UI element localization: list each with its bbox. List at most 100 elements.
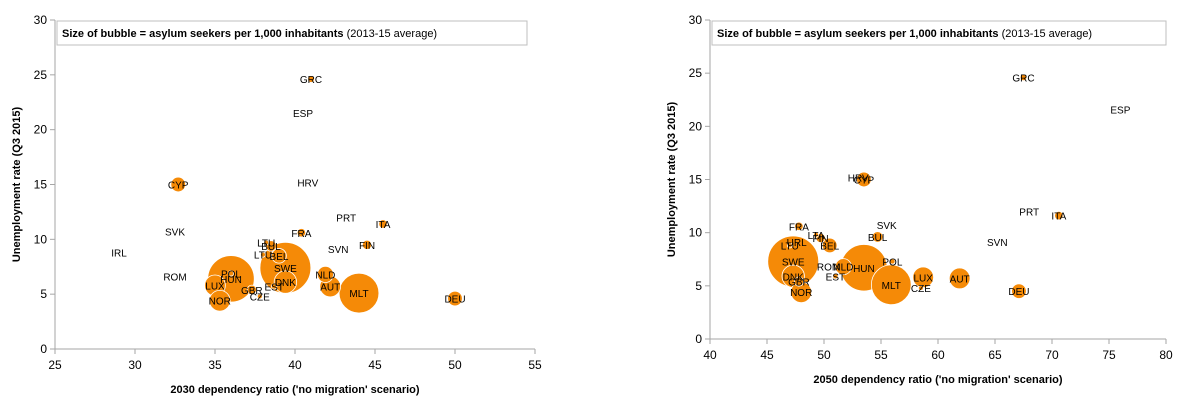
- point-label-hun: HUN: [853, 264, 875, 275]
- y-axis-title: Unemployment rate (Q3 2015): [11, 107, 23, 263]
- y-tick-label: 0: [695, 332, 702, 346]
- bubble-gbr: [246, 284, 257, 295]
- y-tick-label: 25: [34, 68, 48, 82]
- x-tick-label: 60: [931, 348, 945, 362]
- point-label-svk: SVK: [877, 221, 897, 232]
- point-label-est: EST: [826, 272, 845, 283]
- x-tick-label: 55: [528, 358, 542, 372]
- x-tick-label: 30: [128, 358, 142, 372]
- x-tick-label: 65: [988, 348, 1002, 362]
- x-tick-label: 50: [817, 348, 831, 362]
- point-label-gbr: GBR: [788, 278, 810, 289]
- bubble-lta: [813, 231, 819, 238]
- y-tick-label: 10: [34, 232, 48, 246]
- point-label-fra: FRA: [291, 229, 311, 240]
- bubble-gbr: [793, 276, 804, 287]
- legend-note: Size of bubble = asylum seekers per 1,00…: [717, 28, 1092, 40]
- point-label-nor: NOR: [790, 288, 812, 299]
- point-label-url: URL: [787, 238, 807, 249]
- bubble-bul: [871, 231, 884, 243]
- point-label-nld: NLD: [315, 270, 335, 281]
- bubble-est: [271, 283, 278, 290]
- bubble-fra: [296, 228, 307, 238]
- point-label-prt: PRT: [336, 213, 356, 224]
- point-label-mlt: MLT: [349, 289, 368, 300]
- point-label-rom: ROM: [163, 273, 186, 284]
- point-label-prt: PRT: [1019, 207, 1039, 218]
- point-label-nld: NLD: [833, 263, 853, 274]
- point-label-est: EST: [264, 282, 283, 293]
- legend-note-bold: Size of bubble = asylum seekers per 1,00…: [717, 28, 1002, 40]
- bubble-cze: [256, 293, 263, 300]
- bubble-dnk: [273, 270, 298, 294]
- y-tick-label: 30: [689, 13, 703, 27]
- point-label-bul: BUL: [868, 233, 888, 244]
- point-label-esp: ESP: [1110, 105, 1130, 116]
- x-tick-label: 50: [448, 358, 462, 372]
- point-label-lux: LUX: [205, 281, 225, 292]
- x-tick-label: 55: [874, 348, 888, 362]
- point-label-irl: IRL: [111, 248, 127, 259]
- bubble-bel: [821, 237, 838, 254]
- x-axis-title: 2050 dependency ratio ('no migration' sc…: [813, 374, 1062, 386]
- bubble-mlt: [870, 264, 912, 306]
- legend-note-period: (2013-15 average): [347, 28, 438, 40]
- point-label-lux: LUX: [913, 273, 933, 284]
- bubble-cyp: [856, 171, 872, 188]
- point-label-hun: HUN: [220, 275, 242, 286]
- legend-note-box: [711, 20, 1167, 46]
- point-label-mlt: MLT: [882, 281, 901, 292]
- bubble-nld: [316, 265, 334, 283]
- point-label-dnk: DNK: [783, 272, 804, 283]
- point-label-dnk: DNK: [275, 278, 296, 289]
- bubble-cze: [917, 285, 924, 291]
- point-label-pol: POL: [221, 269, 241, 280]
- bubble-grc: [307, 75, 315, 83]
- x-axis-title: 2030 dependency ratio ('no migration' sc…: [170, 384, 419, 396]
- point-label-bul: BUL: [261, 242, 281, 253]
- scatter-chart-2050: 0 5 10 15 20 25 30 40 45 50 55 60 65 70 75 80 2050 depen…: [666, 13, 1173, 386]
- point-label-fra: FRA: [789, 222, 809, 233]
- legend-note-bold: Size of bubble = asylum seekers per 1,00…: [62, 28, 347, 40]
- point-label-bel: BEL: [820, 241, 839, 252]
- point-label-cze: CZE: [250, 292, 270, 303]
- point-label-svn: SVN: [987, 238, 1008, 249]
- x-tick-label: 40: [288, 358, 302, 372]
- point-label-ltu: LTU: [257, 239, 275, 250]
- y-tick-label: 30: [34, 13, 48, 27]
- point-label-ita: ITA: [1051, 212, 1066, 223]
- point-label-hrv: HRV: [848, 173, 869, 184]
- legend-note-period: (2013-15 average): [1002, 28, 1093, 40]
- point-label-fin: FIN: [813, 234, 829, 245]
- y-axis-title: Unemployment rate (Q3 2015): [666, 102, 678, 258]
- bubble-ita: [1054, 211, 1064, 221]
- x-tick-label: 45: [760, 348, 774, 362]
- bubble-deu: [1011, 283, 1027, 299]
- x-tick-label: 45: [368, 358, 382, 372]
- point-label-ltu: LTU: [254, 251, 272, 262]
- bubble-deu: [447, 290, 463, 307]
- bubble-ltu: [263, 239, 270, 246]
- y-tick-label: 0: [40, 342, 47, 356]
- point-label-deu: DEU: [444, 295, 465, 306]
- x-tick-label: 40: [703, 348, 717, 362]
- point-label-grc: GRC: [1012, 73, 1034, 84]
- bubble-pol: [227, 270, 235, 277]
- bubble-nld: [834, 258, 852, 276]
- bubble-grc: [1019, 73, 1028, 82]
- x-tick-label: 80: [1159, 348, 1173, 362]
- point-label-rom: ROM: [817, 263, 840, 274]
- point-label-ita: ITA: [376, 220, 391, 231]
- y-tick-label: 20: [34, 123, 48, 137]
- y-tick-label: 25: [689, 66, 703, 80]
- x-tick-label: 70: [1045, 348, 1059, 362]
- point-label-svk: SVK: [165, 228, 185, 239]
- y-tick-label: 5: [40, 287, 47, 301]
- x-tick-label: 75: [1102, 348, 1116, 362]
- point-label-aut: AUT: [950, 274, 970, 285]
- y-tick-label: 15: [689, 173, 703, 187]
- point-label-cyp: CYP: [168, 181, 189, 192]
- bubble-est: [832, 273, 839, 280]
- y-tick-label: 20: [689, 119, 703, 133]
